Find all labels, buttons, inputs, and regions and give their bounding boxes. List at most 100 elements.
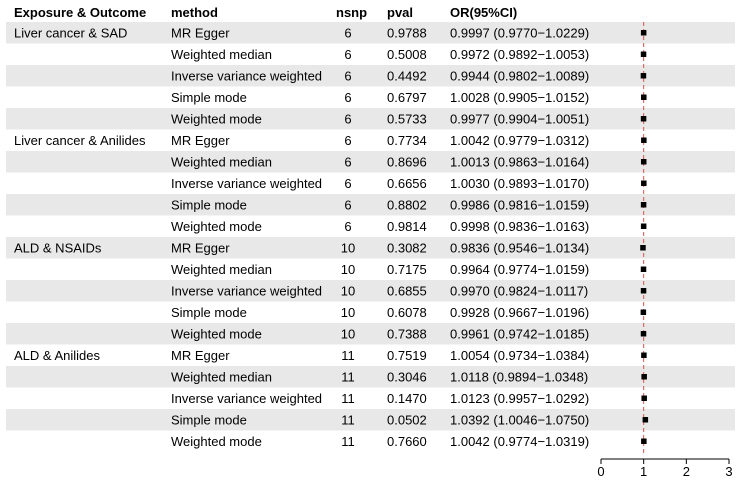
pval-value: 0.7175 — [387, 262, 427, 277]
pval-value: 0.9788 — [387, 25, 427, 40]
row-stripe — [6, 366, 735, 388]
or-ci-value: 0.9970 (0.9824−1.0117) — [450, 283, 588, 298]
point-estimate — [640, 202, 647, 208]
method-label: Inverse variance weighted — [171, 391, 322, 406]
method-label: Simple mode — [171, 412, 247, 427]
pval-value: 0.7519 — [387, 348, 427, 363]
row-stripe — [6, 194, 735, 216]
pval-value: 0.6656 — [387, 176, 427, 191]
nsnp-value: 6 — [344, 176, 351, 191]
pval-value: 0.7734 — [387, 133, 427, 148]
method-label: Inverse variance weighted — [171, 283, 322, 298]
or-ci-value: 0.9998 (0.9836−1.0163) — [450, 219, 589, 234]
or-ci-value: 1.0118 (0.9894−1.0348) — [450, 369, 588, 384]
method-label: Weighted median — [171, 47, 272, 62]
or-ci-value: 1.0013 (0.9863−1.0164) — [450, 154, 589, 169]
point-estimate — [640, 288, 647, 294]
pval-value: 0.7388 — [387, 326, 427, 341]
row-stripe — [6, 108, 735, 130]
x-tick-label: 1 — [640, 464, 647, 479]
pval-value: 0.1470 — [387, 391, 427, 406]
nsnp-value: 11 — [341, 391, 355, 406]
or-ci-value: 0.9964 (0.9774−1.0159) — [450, 262, 589, 277]
method-label: Inverse variance weighted — [171, 176, 322, 191]
point-estimate — [640, 309, 647, 315]
or-ci-value: 0.9928 (0.9667−1.0196) — [450, 305, 589, 320]
point-estimate — [640, 223, 647, 229]
method-label: Weighted median — [171, 369, 272, 384]
pval-value: 0.6078 — [387, 305, 427, 320]
point-estimate — [640, 245, 646, 251]
or-ci-value: 1.0392 (1.0046−1.0750) — [450, 412, 589, 427]
nsnp-value: 11 — [341, 434, 355, 449]
pval-value: 0.9814 — [387, 219, 427, 234]
row-stripe — [6, 151, 735, 173]
nsnp-value: 6 — [344, 197, 351, 212]
table-body: Liver cancer & SAD MR Egger 6 0.9788 0.9997 … — [14, 25, 589, 449]
nsnp-value: 6 — [344, 133, 351, 148]
pval-value: 0.4492 — [387, 68, 427, 83]
x-tick-label: 0 — [597, 464, 604, 479]
x-axis: 0 1 2 3 — [597, 458, 733, 479]
header-or: OR(95%CI) — [450, 5, 517, 20]
point-estimate — [641, 352, 647, 358]
group-label: Liver cancer & Anilides — [14, 133, 146, 148]
header-exposure-outcome: Exposure & Outcome — [14, 5, 146, 20]
point-estimate — [641, 137, 647, 143]
point-estimate — [640, 331, 647, 337]
row-stripe — [6, 22, 735, 44]
x-tick-label: 3 — [725, 464, 732, 479]
or-ci-value: 0.9944 (0.9802−1.0089) — [450, 68, 589, 83]
pval-value: 0.5733 — [387, 111, 427, 126]
method-label: MR Egger — [171, 240, 230, 255]
point-estimate — [640, 30, 647, 36]
or-ci-value: 1.0123 (0.9957−1.0292) — [450, 391, 589, 406]
group-label: Liver cancer & SAD — [14, 25, 127, 40]
or-ci-value: 0.9972 (0.9892−1.0053) — [450, 47, 589, 62]
or-ci-value: 1.0028 (0.9905−1.0152) — [450, 90, 589, 105]
point-estimate — [640, 159, 647, 165]
row-stripe — [6, 409, 735, 431]
nsnp-value: 10 — [341, 305, 355, 320]
or-ci-value: 0.9836 (0.9546−1.0134) — [450, 240, 589, 255]
nsnp-value: 10 — [341, 262, 355, 277]
pval-value: 0.6797 — [387, 90, 427, 105]
or-ci-value: 0.9986 (0.9816−1.0159) — [450, 197, 589, 212]
nsnp-value: 6 — [344, 47, 351, 62]
method-label: Weighted mode — [171, 434, 262, 449]
point-estimate — [640, 51, 647, 57]
method-label: Weighted median — [171, 262, 272, 277]
or-ci-value: 0.9977 (0.9904−1.0051) — [450, 111, 589, 126]
method-label: MR Egger — [171, 133, 230, 148]
method-label: Weighted mode — [171, 219, 262, 234]
or-ci-value: 1.0054 (0.9734−1.0384) — [450, 348, 589, 363]
nsnp-value: 10 — [341, 240, 355, 255]
or-ci-value: 0.9961 (0.9742−1.0185) — [450, 326, 589, 341]
nsnp-value: 11 — [341, 348, 355, 363]
row-stripe — [6, 323, 735, 345]
or-ci-value: 1.0030 (0.9893−1.0170) — [450, 176, 589, 191]
point-estimate — [640, 73, 647, 79]
point-estimate — [641, 438, 647, 444]
point-estimate — [641, 180, 647, 186]
nsnp-value: 10 — [341, 283, 355, 298]
method-label: Simple mode — [171, 197, 247, 212]
point-estimate — [641, 374, 647, 380]
pval-value: 0.3046 — [387, 369, 427, 384]
nsnp-value: 6 — [344, 90, 351, 105]
row-stripes — [6, 22, 735, 431]
row-stripe — [6, 65, 735, 87]
header-pval: pval — [387, 5, 413, 20]
nsnp-value: 6 — [344, 219, 351, 234]
header-method: method — [171, 5, 218, 20]
nsnp-value: 6 — [344, 25, 351, 40]
nsnp-value: 6 — [344, 68, 351, 83]
or-ci-value: 0.9997 (0.9770−1.0229) — [450, 25, 589, 40]
pval-value: 0.8696 — [387, 154, 427, 169]
point-estimate — [641, 395, 647, 401]
pval-value: 0.0502 — [387, 412, 427, 427]
method-label: Inverse variance weighted — [171, 68, 322, 83]
nsnp-value: 6 — [344, 154, 351, 169]
nsnp-value: 10 — [341, 326, 355, 341]
